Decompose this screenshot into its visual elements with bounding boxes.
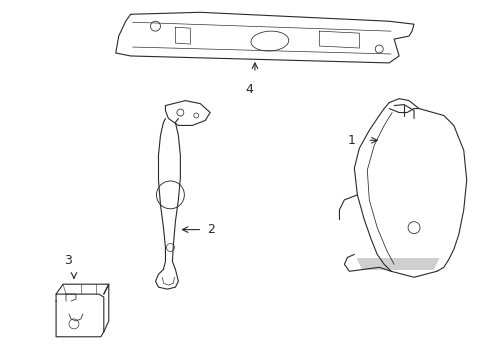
Text: 1: 1 [347,134,355,147]
Text: 4: 4 [244,83,252,96]
Text: 3: 3 [64,254,72,267]
Text: 2: 2 [207,223,215,236]
